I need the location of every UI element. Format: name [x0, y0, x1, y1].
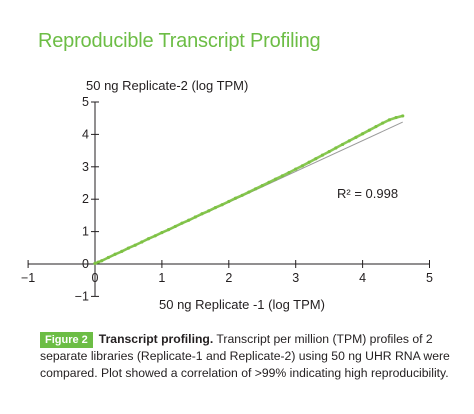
y-tick-label: −1: [75, 289, 89, 303]
scatter-band: [93, 114, 404, 265]
y-tick-label: 1: [82, 225, 89, 239]
data-points: [93, 114, 405, 265]
figure-caption: Figure 2 Transcript profiling. Transcript…: [40, 331, 450, 381]
x-tick-label: −1: [21, 271, 35, 285]
caption-heading: Transcript profiling.: [98, 332, 214, 346]
x-tick-label: 4: [359, 271, 366, 285]
y-tick-label: 2: [82, 192, 89, 206]
chart-title: Reproducible Transcript Profiling: [38, 30, 321, 52]
x-tick-label: 2: [225, 271, 232, 285]
x-tick-label: 3: [292, 271, 299, 285]
x-tick-label: 0: [92, 271, 99, 285]
y-tick-label: 4: [82, 127, 89, 141]
caption-text: Transcript per million (TPM) profiles of…: [40, 332, 450, 380]
y-tick-label: 0: [82, 257, 89, 271]
y-axis-label: 50 ng Replicate-2 (log TPM): [86, 78, 249, 93]
y-tick-label: 5: [82, 95, 89, 109]
x-tick-label: 1: [158, 271, 165, 285]
r-squared-annotation: R² = 0.998: [337, 186, 399, 201]
y-tick-label: 3: [82, 160, 89, 174]
x-axis-label: 50 ng Replicate -1 (log TPM): [159, 297, 325, 312]
x-tick-label: 5: [426, 271, 433, 285]
figure-badge: Figure 2: [40, 332, 93, 348]
